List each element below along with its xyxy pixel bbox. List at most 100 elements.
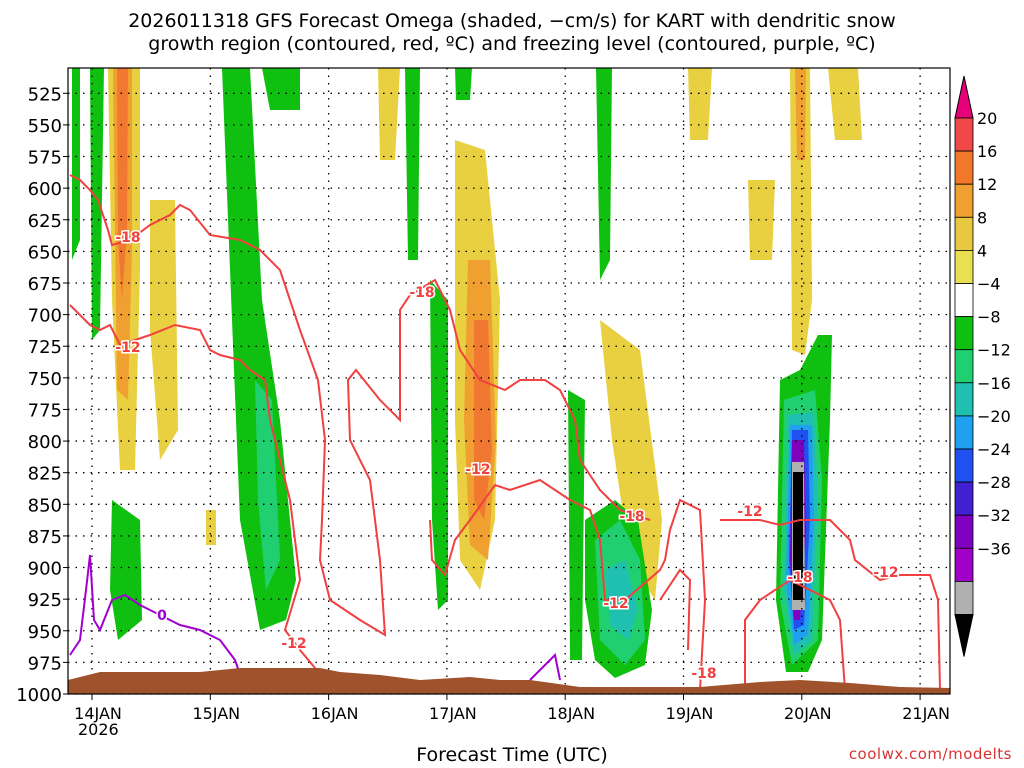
colorbar-segment bbox=[954, 415, 974, 450]
dsgz-contour-label: -12 bbox=[281, 636, 306, 652]
y-tick-label: 900 bbox=[28, 559, 62, 580]
y-tick-label: 725 bbox=[28, 337, 62, 358]
year-label: 2026 bbox=[78, 720, 119, 739]
omega-region-deep-orange bbox=[474, 320, 492, 520]
dsgz-contour-label: -18 bbox=[409, 285, 434, 301]
y-tick-label: 675 bbox=[28, 274, 62, 295]
y-tick-label: 525 bbox=[28, 84, 62, 105]
terrain-surface bbox=[68, 668, 950, 694]
colorbar-segment bbox=[954, 547, 974, 582]
colorbar-label: 16 bbox=[977, 142, 997, 161]
y-tick-label: 750 bbox=[28, 369, 62, 390]
colorbar-label: −8 bbox=[977, 308, 1001, 327]
y-tick-label: 550 bbox=[28, 116, 62, 137]
colorbar-label: 4 bbox=[977, 241, 987, 260]
colorbar-segment bbox=[954, 150, 974, 185]
y-tick-label: 700 bbox=[28, 306, 62, 327]
x-tick-label: 17JAN bbox=[429, 704, 477, 723]
colorbar-label: −28 bbox=[977, 473, 1011, 492]
x-tick-label: 20JAN bbox=[784, 704, 832, 723]
dsgz-contour-label: -18 bbox=[619, 509, 644, 525]
x-tick-label: 18JAN bbox=[547, 704, 595, 723]
credit-text: coolwx.com/modelts bbox=[848, 745, 1012, 763]
y-axis: 525 550 575 600 625 650 675 700 725 750 775 800 825 8… bbox=[16, 84, 68, 706]
dsgz-contour-label: -18 bbox=[115, 230, 140, 246]
omega-region-teal bbox=[255, 380, 280, 590]
colorbar-top-arrow bbox=[954, 75, 974, 119]
colorbar-segment bbox=[954, 448, 974, 483]
x-tick-label: 14JAN bbox=[74, 704, 122, 723]
omega-region-green bbox=[90, 68, 104, 340]
dsgz-contour-label: -18 bbox=[691, 666, 716, 682]
y-tick-label: 850 bbox=[28, 495, 62, 516]
omega-region-yellow bbox=[378, 68, 400, 160]
x-tick-label: 16JAN bbox=[311, 704, 359, 723]
colorbar-label: 20 bbox=[977, 109, 997, 128]
colorbar-segment bbox=[954, 481, 974, 516]
y-tick-label: 875 bbox=[28, 527, 62, 548]
freezing-level-contours bbox=[69, 554, 561, 681]
dsgz-contour-label: -12 bbox=[465, 462, 490, 478]
omega-region-green bbox=[455, 68, 472, 100]
dsgz-contour-label: -12 bbox=[737, 504, 762, 520]
y-tick-label: 600 bbox=[28, 179, 62, 200]
omega-region-green bbox=[405, 68, 420, 260]
colorbar-label: −32 bbox=[977, 506, 1011, 525]
y-tick-label: 975 bbox=[28, 653, 62, 674]
y-tick-label: 800 bbox=[28, 432, 62, 453]
omega-region-green bbox=[430, 280, 448, 610]
x-axis-title: Forecast Time (UTC) bbox=[416, 744, 608, 766]
x-axis: 14JAN 15JAN 16JAN 17JAN 18JAN 19JAN 20JAN 21JAN bbox=[74, 694, 950, 723]
dsgz-contour-label: -12 bbox=[115, 340, 140, 356]
x-tick-label: 19JAN bbox=[666, 704, 714, 723]
colorbar-label: 8 bbox=[977, 208, 987, 227]
dsgz-contour-labels: -18 -12 -18 -12 -18 -12 -12 -18 -12 -18 -12 0 bbox=[114, 229, 900, 684]
colorbar-bottom-arrow bbox=[954, 614, 974, 657]
plot-frame bbox=[67, 67, 951, 695]
colorbar-segment bbox=[954, 514, 974, 549]
colorbar-label: −20 bbox=[977, 407, 1011, 426]
colorbar-label: −36 bbox=[977, 539, 1011, 558]
colorbar-label: 12 bbox=[977, 175, 997, 194]
chart-title-line1: 2026011318 GFS Forecast Omega (shaded, −… bbox=[128, 10, 896, 32]
omega-region-yellow bbox=[688, 68, 712, 140]
y-tick-label: 575 bbox=[28, 148, 62, 169]
y-tick-label: 625 bbox=[28, 211, 62, 232]
omega-region-green bbox=[568, 390, 585, 660]
omega-region-green bbox=[262, 68, 300, 110]
colorbar-label: −16 bbox=[977, 374, 1011, 393]
colorbar-segment bbox=[954, 382, 974, 417]
dsgz-contour-label: -12 bbox=[603, 596, 628, 612]
omega-region-green bbox=[72, 68, 80, 260]
y-tick-label: 775 bbox=[28, 400, 62, 421]
y-tick-label: 950 bbox=[28, 622, 62, 643]
colorbar-segment bbox=[954, 316, 974, 351]
colorbar: 20 16 12 8 4 −4 −8 −12 −16 −20 −24 −28 −32 −36 bbox=[954, 75, 1011, 657]
colorbar-segment bbox=[954, 249, 974, 284]
y-tick-label: 925 bbox=[28, 590, 62, 611]
omega-region-yellow bbox=[748, 180, 775, 260]
omega-region-orange bbox=[795, 68, 806, 160]
shaded-omega-field bbox=[72, 68, 862, 678]
y-tick-label: 825 bbox=[28, 464, 62, 485]
y-tick-label: 650 bbox=[28, 242, 62, 263]
grid-lines bbox=[68, 68, 950, 695]
dsgz-contours bbox=[69, 174, 941, 691]
omega-region-green bbox=[222, 68, 296, 630]
colorbar-segment bbox=[954, 581, 974, 615]
colorbar-segment bbox=[954, 183, 974, 218]
colorbar-label: −12 bbox=[977, 341, 1011, 360]
colorbar-segment bbox=[954, 216, 974, 251]
omega-region-green bbox=[596, 68, 612, 280]
x-tick-label: 21JAN bbox=[902, 704, 950, 723]
omega-region-green bbox=[110, 500, 142, 640]
colorbar-segment bbox=[954, 117, 974, 152]
x-tick-label: 15JAN bbox=[192, 704, 240, 723]
colorbar-segment bbox=[954, 283, 974, 317]
omega-region-yellow bbox=[828, 68, 862, 140]
omega-region-yellow bbox=[600, 320, 662, 600]
y-tick-label: 1000 bbox=[16, 685, 62, 706]
dsgz-contour-label: -18 bbox=[787, 570, 812, 586]
omega-region-yellow bbox=[206, 510, 216, 545]
